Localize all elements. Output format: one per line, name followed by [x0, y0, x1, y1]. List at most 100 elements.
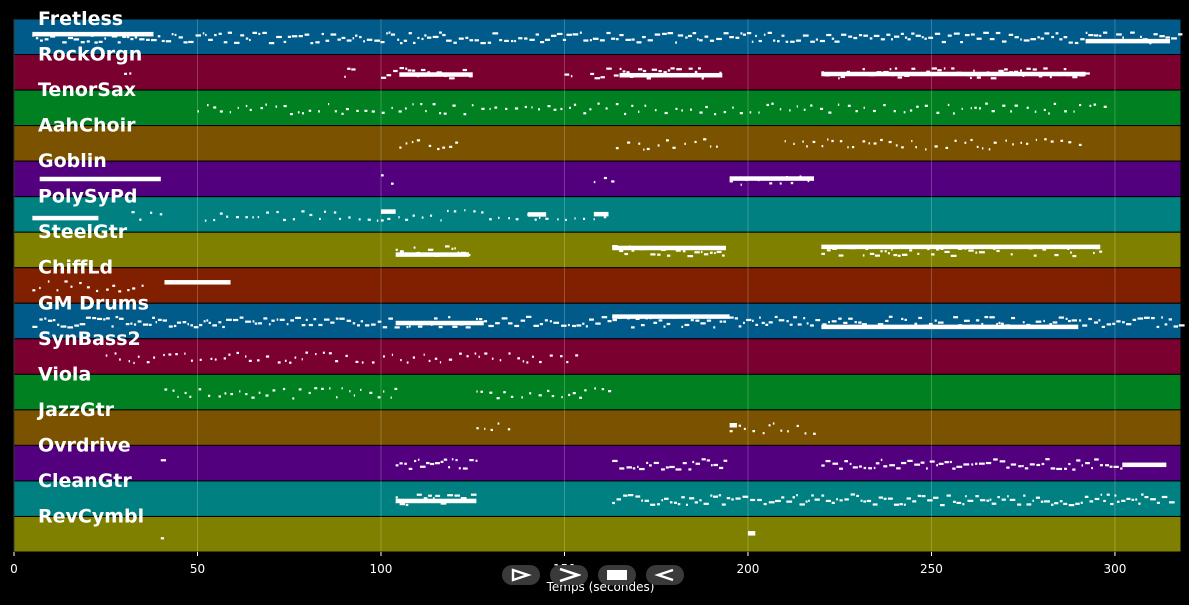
note — [582, 322, 585, 325]
note — [476, 390, 478, 393]
note — [969, 76, 972, 80]
note — [1120, 467, 1123, 470]
note — [505, 107, 508, 111]
note — [521, 396, 523, 399]
back-button[interactable] — [646, 565, 684, 585]
note — [475, 459, 478, 462]
note — [449, 77, 455, 80]
note — [229, 111, 232, 114]
note — [117, 41, 121, 44]
note — [405, 67, 408, 70]
note — [635, 317, 640, 321]
note — [921, 36, 924, 39]
note — [956, 501, 962, 505]
note — [227, 31, 233, 34]
note — [1050, 467, 1056, 470]
note — [742, 33, 746, 36]
note — [650, 253, 656, 256]
note — [428, 144, 432, 147]
note — [979, 499, 986, 502]
stop-button[interactable] — [598, 565, 636, 585]
note — [670, 67, 675, 70]
note — [918, 316, 923, 320]
note — [339, 317, 345, 320]
note — [866, 499, 872, 503]
note — [199, 358, 202, 361]
note — [67, 36, 73, 40]
note — [666, 254, 671, 257]
note — [458, 37, 464, 40]
note — [515, 218, 519, 221]
note — [949, 460, 952, 464]
note — [469, 39, 474, 42]
note — [759, 316, 761, 319]
note — [887, 252, 890, 255]
note — [983, 31, 989, 34]
note — [897, 254, 901, 257]
note — [480, 390, 483, 393]
note — [503, 391, 506, 394]
note — [583, 39, 589, 42]
note — [399, 250, 404, 253]
note — [701, 77, 704, 80]
note — [990, 77, 997, 80]
note — [1035, 138, 1038, 142]
note — [672, 146, 676, 149]
note — [975, 495, 979, 498]
note — [400, 358, 402, 362]
note — [164, 388, 168, 391]
note — [1072, 76, 1078, 79]
note — [1017, 503, 1022, 506]
note — [1169, 501, 1175, 504]
forward-button[interactable] — [550, 565, 588, 585]
note — [874, 254, 880, 257]
note — [844, 498, 849, 501]
note — [626, 466, 632, 469]
note — [1088, 317, 1092, 321]
note — [319, 217, 321, 221]
note — [439, 31, 442, 34]
note — [594, 387, 596, 390]
track-label: Viola — [38, 363, 91, 385]
play-button[interactable] — [502, 565, 540, 585]
note — [440, 460, 444, 463]
note — [125, 323, 130, 326]
note — [535, 33, 540, 36]
note — [271, 319, 275, 322]
note — [806, 145, 808, 148]
note — [907, 459, 913, 463]
note — [1004, 68, 1008, 71]
note-block — [821, 324, 1079, 330]
note — [499, 359, 502, 362]
note — [774, 315, 778, 319]
note — [694, 140, 697, 144]
note-block — [612, 314, 730, 319]
note — [665, 139, 669, 142]
note — [675, 107, 678, 110]
note — [684, 142, 686, 145]
note — [1074, 41, 1079, 45]
note — [394, 387, 398, 391]
note — [639, 467, 645, 471]
track-label: Ovrdrive — [38, 434, 131, 456]
note — [589, 108, 592, 111]
note — [735, 497, 741, 500]
note — [566, 360, 569, 364]
note — [111, 35, 118, 38]
note — [952, 112, 955, 115]
note — [130, 37, 134, 41]
track-notes — [197, 102, 1107, 116]
note — [1089, 104, 1092, 107]
note — [462, 467, 468, 470]
note — [635, 495, 641, 498]
note — [161, 39, 165, 43]
note — [333, 211, 337, 214]
note — [367, 218, 371, 221]
note — [612, 459, 618, 463]
note — [999, 460, 1006, 463]
note — [1080, 38, 1085, 41]
note — [851, 145, 855, 149]
note — [172, 389, 175, 392]
note — [361, 361, 364, 364]
